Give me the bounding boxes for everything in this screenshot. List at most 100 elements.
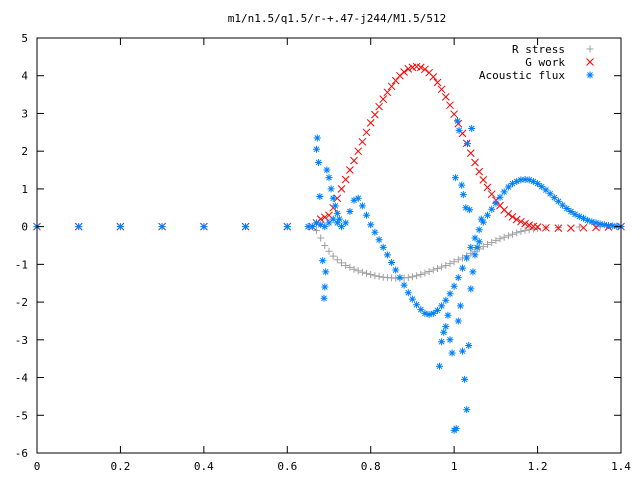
acoustic-flux-point: [454, 117, 461, 125]
g-work-point: [567, 224, 575, 232]
g-work-point: [404, 65, 413, 73]
g-work-point: [400, 68, 408, 76]
g-work-point: [450, 110, 458, 119]
acoustic-flux-point: [529, 177, 537, 185]
acoustic-flux-point: [308, 223, 316, 231]
x-tick-label: 0: [34, 460, 41, 473]
acoustic-flux-point: [331, 202, 339, 210]
acoustic-flux-point: [462, 204, 470, 212]
acoustic-flux-point: [446, 336, 454, 344]
g-work-point: [466, 149, 475, 157]
x-tick-label: 0.4: [194, 460, 214, 473]
g-work-point: [517, 217, 525, 226]
acoustic-flux-point: [517, 176, 525, 184]
r-stress-point: [367, 271, 375, 278]
acoustic-flux-point: [464, 140, 471, 148]
axes: 0 0.2 0.4 0.6 0.8 1 1.2 1.4 5 4 3 2 1 0 -1 -2 -3 -4 -5 -6: [15, 32, 632, 473]
acoustic-flux-point: [388, 259, 396, 266]
acoustic-flux-point: [429, 309, 437, 317]
r-stress-point: [479, 243, 487, 251]
acoustic-flux-point: [455, 126, 463, 134]
acoustic-flux-point: [521, 176, 529, 183]
acoustic-flux-point: [350, 196, 358, 204]
r-stress-point: [354, 267, 362, 275]
acoustic-flux-point: [75, 223, 83, 231]
acoustic-flux-point: [342, 219, 350, 227]
r-stress-point: [350, 265, 358, 273]
g-work-point: [429, 73, 438, 81]
acoustic-flux-point: [609, 222, 617, 230]
acoustic-flux-point: [479, 218, 487, 226]
acoustic-flux-point: [467, 285, 475, 293]
g-work-point: [362, 128, 371, 137]
acoustic-flux-point: [379, 243, 387, 251]
y-tick-label: -3: [15, 334, 28, 347]
acoustic-flux-point: [327, 185, 335, 193]
acoustic-flux-point: [451, 174, 459, 182]
acoustic-flux-point: [567, 208, 575, 215]
acoustic-flux-point: [465, 342, 473, 349]
legend-label: Acoustic flux: [479, 69, 565, 82]
g-work-point: [533, 223, 542, 231]
x-tick-label: 1.2: [528, 460, 548, 473]
acoustic-flux-point: [538, 183, 546, 191]
acoustic-flux-point: [450, 282, 458, 290]
acoustic-flux-point: [417, 306, 425, 314]
acoustic-flux-point: [471, 234, 479, 242]
series-g-work: [33, 62, 625, 232]
acoustic-flux-point: [320, 294, 328, 302]
acoustic-flux-point: [471, 251, 479, 259]
g-work-point: [437, 85, 446, 94]
acoustic-flux-point: [554, 197, 562, 205]
acoustic-flux-point: [200, 223, 208, 231]
r-stress-point: [363, 269, 370, 277]
acoustic-flux-point: [459, 347, 466, 355]
acoustic-flux-point: [371, 228, 379, 236]
r-stress-point: [429, 266, 437, 274]
acoustic-flux-point: [467, 243, 475, 251]
acoustic-flux-point: [559, 201, 567, 209]
acoustic-flux-point: [400, 281, 408, 289]
y-tick-label: 4: [21, 70, 28, 83]
g-work-point: [350, 156, 358, 165]
acoustic-flux-point: [469, 268, 477, 276]
r-stress-point: [333, 256, 341, 264]
y-tick-label: 2: [21, 145, 28, 158]
r-stress-point: [425, 268, 433, 275]
acoustic-flux-point: [317, 221, 325, 229]
g-work-point: [487, 190, 496, 199]
g-work-point: [379, 95, 388, 103]
r-stress-point: [413, 272, 421, 280]
r-stress-point: [442, 262, 450, 269]
r-stress-point: [454, 256, 462, 264]
g-work-point: [525, 221, 534, 229]
acoustic-flux-point: [425, 311, 433, 318]
g-work-point: [416, 63, 425, 72]
g-work-point: [358, 137, 367, 146]
acoustic-flux-point: [442, 323, 450, 331]
acoustic-flux-point: [325, 174, 333, 182]
r-stress-point: [492, 237, 500, 245]
acoustic-flux-point: [313, 145, 320, 153]
acoustic-flux-point: [461, 375, 469, 383]
plot-frame: [36, 37, 622, 454]
r-stress-point: [338, 259, 345, 267]
acoustic-flux-point: [466, 206, 474, 214]
g-work-point: [504, 209, 513, 218]
g-work-point: [433, 78, 442, 87]
acoustic-flux-point: [354, 194, 362, 202]
acoustic-flux-point: [313, 134, 321, 142]
acoustic-flux-point: [605, 222, 612, 229]
acoustic-flux-point: [588, 218, 596, 226]
acoustic-flux-point: [329, 215, 337, 223]
legend-marker: [586, 58, 594, 66]
acoustic-flux-point: [600, 221, 608, 229]
acoustic-flux-point: [321, 283, 329, 291]
r-stress-point: [484, 240, 491, 248]
g-work-point: [512, 215, 521, 224]
acoustic-flux-point: [477, 215, 485, 223]
acoustic-flux-point: [383, 251, 391, 259]
y-tick-label: 5: [21, 32, 28, 45]
g-work-point: [471, 158, 479, 167]
